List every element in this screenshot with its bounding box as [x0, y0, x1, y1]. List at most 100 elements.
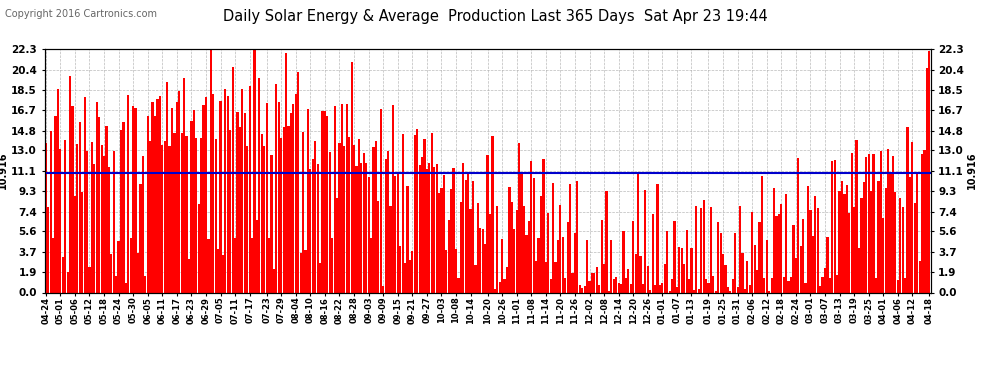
Bar — [596, 267, 598, 292]
Bar — [531, 161, 533, 292]
Bar — [683, 264, 685, 292]
Bar — [88, 267, 90, 292]
Bar — [416, 129, 418, 292]
Bar — [421, 158, 423, 292]
Bar — [678, 248, 680, 292]
Bar — [834, 160, 836, 292]
Bar — [843, 194, 845, 292]
Bar — [829, 278, 831, 292]
Bar — [511, 202, 513, 292]
Bar — [290, 112, 292, 292]
Bar — [770, 278, 772, 292]
Bar — [344, 146, 346, 292]
Bar — [518, 143, 520, 292]
Bar — [120, 130, 122, 292]
Bar — [795, 258, 797, 292]
Bar — [615, 277, 618, 292]
Bar — [258, 78, 260, 292]
Bar — [710, 207, 712, 292]
Bar — [285, 53, 287, 292]
Bar — [708, 284, 710, 292]
Bar — [429, 163, 431, 292]
Bar — [552, 183, 554, 292]
Bar — [496, 206, 498, 292]
Bar — [54, 116, 56, 292]
Bar — [406, 186, 409, 292]
Bar — [50, 130, 51, 292]
Bar — [897, 280, 899, 292]
Bar — [848, 213, 850, 292]
Bar — [720, 233, 722, 292]
Bar — [304, 250, 307, 292]
Bar — [188, 259, 190, 292]
Bar — [452, 168, 454, 292]
Bar — [841, 181, 843, 292]
Bar — [850, 153, 852, 292]
Bar — [810, 210, 812, 292]
Bar — [889, 173, 892, 292]
Bar — [255, 220, 258, 292]
Bar — [549, 279, 551, 292]
Bar — [270, 155, 272, 292]
Bar — [688, 279, 690, 292]
Bar — [76, 144, 78, 292]
Bar — [559, 205, 561, 292]
Bar — [540, 196, 543, 292]
Bar — [858, 248, 860, 292]
Bar — [61, 257, 63, 292]
Bar — [156, 99, 158, 292]
Bar — [81, 192, 83, 292]
Bar — [756, 270, 758, 292]
Bar — [367, 177, 369, 292]
Bar — [118, 242, 120, 292]
Bar — [491, 136, 494, 292]
Bar — [732, 279, 734, 292]
Bar — [802, 219, 804, 292]
Bar — [877, 181, 879, 292]
Bar — [758, 222, 760, 292]
Bar — [472, 182, 474, 292]
Bar — [183, 78, 185, 292]
Bar — [489, 214, 491, 292]
Bar — [263, 147, 265, 292]
Bar — [623, 231, 625, 292]
Bar — [457, 278, 459, 292]
Bar — [387, 151, 389, 292]
Bar — [370, 238, 372, 292]
Bar — [477, 203, 479, 292]
Bar — [158, 96, 161, 292]
Bar — [149, 141, 151, 292]
Bar — [411, 251, 414, 292]
Bar — [790, 277, 792, 292]
Bar — [836, 276, 839, 292]
Bar — [812, 236, 814, 292]
Bar — [339, 142, 341, 292]
Bar — [535, 261, 538, 292]
Bar — [309, 169, 312, 292]
Bar — [193, 110, 195, 292]
Bar — [735, 233, 737, 292]
Bar — [353, 145, 355, 292]
Bar — [178, 91, 180, 292]
Bar — [166, 82, 168, 292]
Bar — [360, 163, 362, 292]
Bar — [392, 105, 394, 292]
Bar — [583, 286, 586, 292]
Bar — [244, 112, 246, 292]
Bar — [127, 94, 130, 292]
Bar — [481, 230, 484, 292]
Bar — [402, 134, 404, 292]
Bar — [909, 177, 911, 292]
Bar — [929, 51, 931, 292]
Bar — [380, 108, 382, 292]
Bar — [506, 267, 508, 292]
Bar — [69, 76, 71, 292]
Bar — [176, 102, 178, 292]
Bar — [394, 176, 396, 292]
Bar — [501, 239, 503, 292]
Bar — [508, 187, 511, 292]
Bar — [717, 222, 720, 292]
Bar — [431, 133, 433, 292]
Bar — [123, 122, 125, 292]
Bar — [414, 135, 416, 292]
